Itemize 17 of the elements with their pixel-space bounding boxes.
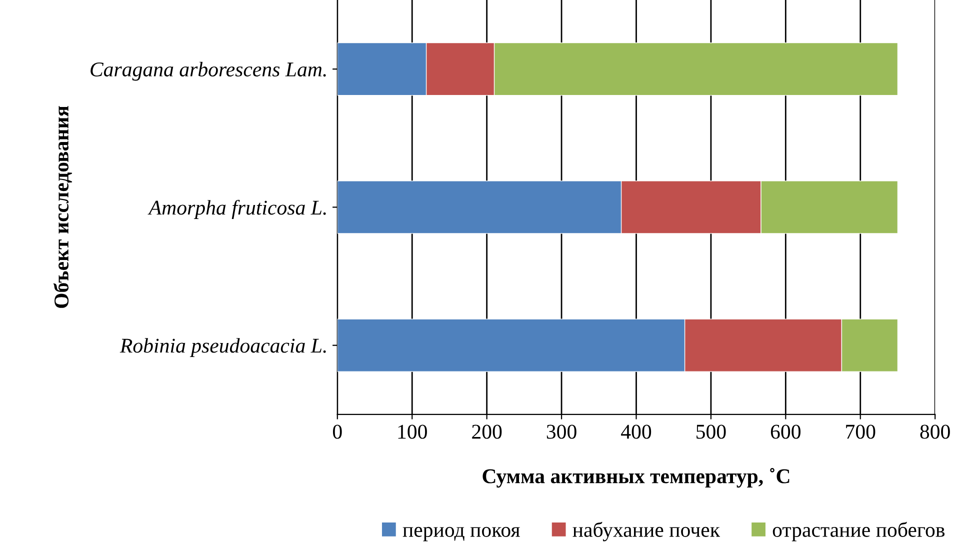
- y-tick-label: Caragana arborescens Lam.: [90, 62, 326, 81]
- x-tick-label: 300: [546, 424, 576, 439]
- y-tick-label: Amorpha fruticosa L.: [148, 200, 326, 219]
- legend-label: набухание почек: [572, 522, 720, 542]
- legend-label: отрастание побегов: [772, 522, 945, 542]
- x-tick-label: 600: [770, 424, 800, 439]
- x-tick-label: 200: [472, 424, 502, 439]
- x-tick-label: 100: [398, 424, 427, 439]
- y-axis-title: Объект исследования: [53, 106, 72, 308]
- x-tick-label: 800: [920, 424, 950, 439]
- x-tick-label: 700: [846, 424, 876, 439]
- x-tick-label: 400: [621, 424, 652, 439]
- legend-label: период покоя: [402, 526, 520, 542]
- x-axis-title: Сумма активных температур, ˚С: [482, 468, 790, 488]
- y-tick-label: Robinia pseudoacacia L.: [120, 338, 326, 357]
- x-tick-label: 0: [332, 424, 342, 439]
- x-tick-label: 500: [696, 424, 726, 439]
